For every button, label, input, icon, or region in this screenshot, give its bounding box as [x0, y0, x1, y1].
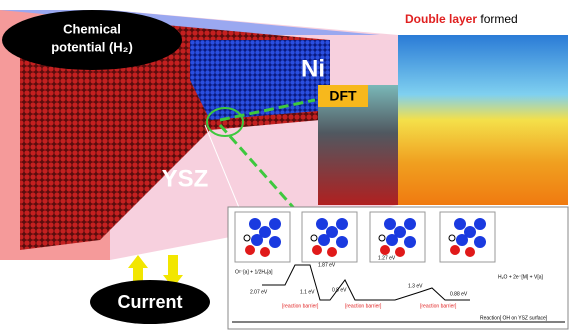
level-label: 2.07 eV	[250, 289, 268, 295]
atom	[379, 235, 385, 241]
atom	[336, 218, 348, 230]
rest: formed	[480, 12, 517, 26]
atom	[474, 218, 486, 230]
illustration: DFT Double layer formed Chemical potenti…	[0, 0, 573, 331]
level-label: 0.88 eV	[450, 291, 468, 297]
atom	[311, 235, 317, 241]
barrier-label: [reaction barrier]	[282, 303, 319, 309]
atom	[327, 247, 337, 257]
barrier-label: [reaction barrier]	[345, 303, 382, 309]
level-label: 0.8 eV	[332, 287, 347, 293]
potential-label: potential (H₂)	[51, 39, 133, 54]
atom	[251, 234, 263, 246]
atom	[450, 245, 460, 255]
end-label: H₂O + 2e⁻[M] + V[a]	[498, 274, 543, 280]
level-label: 1.87 eV	[318, 262, 336, 268]
ysz-label: YSZ	[162, 165, 209, 192]
atom	[318, 234, 330, 246]
atom	[336, 236, 348, 248]
atom	[244, 235, 250, 241]
level-label: 1.1 eV	[300, 289, 315, 295]
highlight: Double layer	[405, 12, 477, 26]
atom	[380, 245, 390, 255]
atom	[456, 234, 468, 246]
level-label: 1.27 eV	[378, 255, 396, 261]
atom	[384, 218, 396, 230]
atom	[465, 247, 475, 257]
atom	[395, 247, 405, 257]
atom	[404, 218, 416, 230]
double-layer-title: Double layer formed	[405, 12, 518, 26]
current-label: Current	[117, 292, 182, 312]
start-label: O²⁻[a] + 1/2H₂[a]	[235, 269, 273, 275]
level-label: 1.3 eV	[408, 283, 423, 289]
atom	[474, 236, 486, 248]
atom	[316, 218, 328, 230]
x-axis-label: Reaction[ OH on YSZ surface]	[480, 315, 548, 321]
double-layer-image	[398, 35, 568, 205]
atom	[269, 236, 281, 248]
atom	[260, 247, 270, 257]
atom	[449, 235, 455, 241]
atom	[245, 245, 255, 255]
atom	[312, 245, 322, 255]
atom	[454, 218, 466, 230]
atom	[404, 236, 416, 248]
ni-label: Ni	[301, 55, 325, 82]
barrier-label: [reaction barrier]	[420, 303, 457, 309]
atom	[249, 218, 261, 230]
atom	[269, 218, 281, 230]
atom	[386, 234, 398, 246]
potential-label: Chemical	[63, 21, 121, 36]
dft-label: DFT	[329, 88, 357, 104]
